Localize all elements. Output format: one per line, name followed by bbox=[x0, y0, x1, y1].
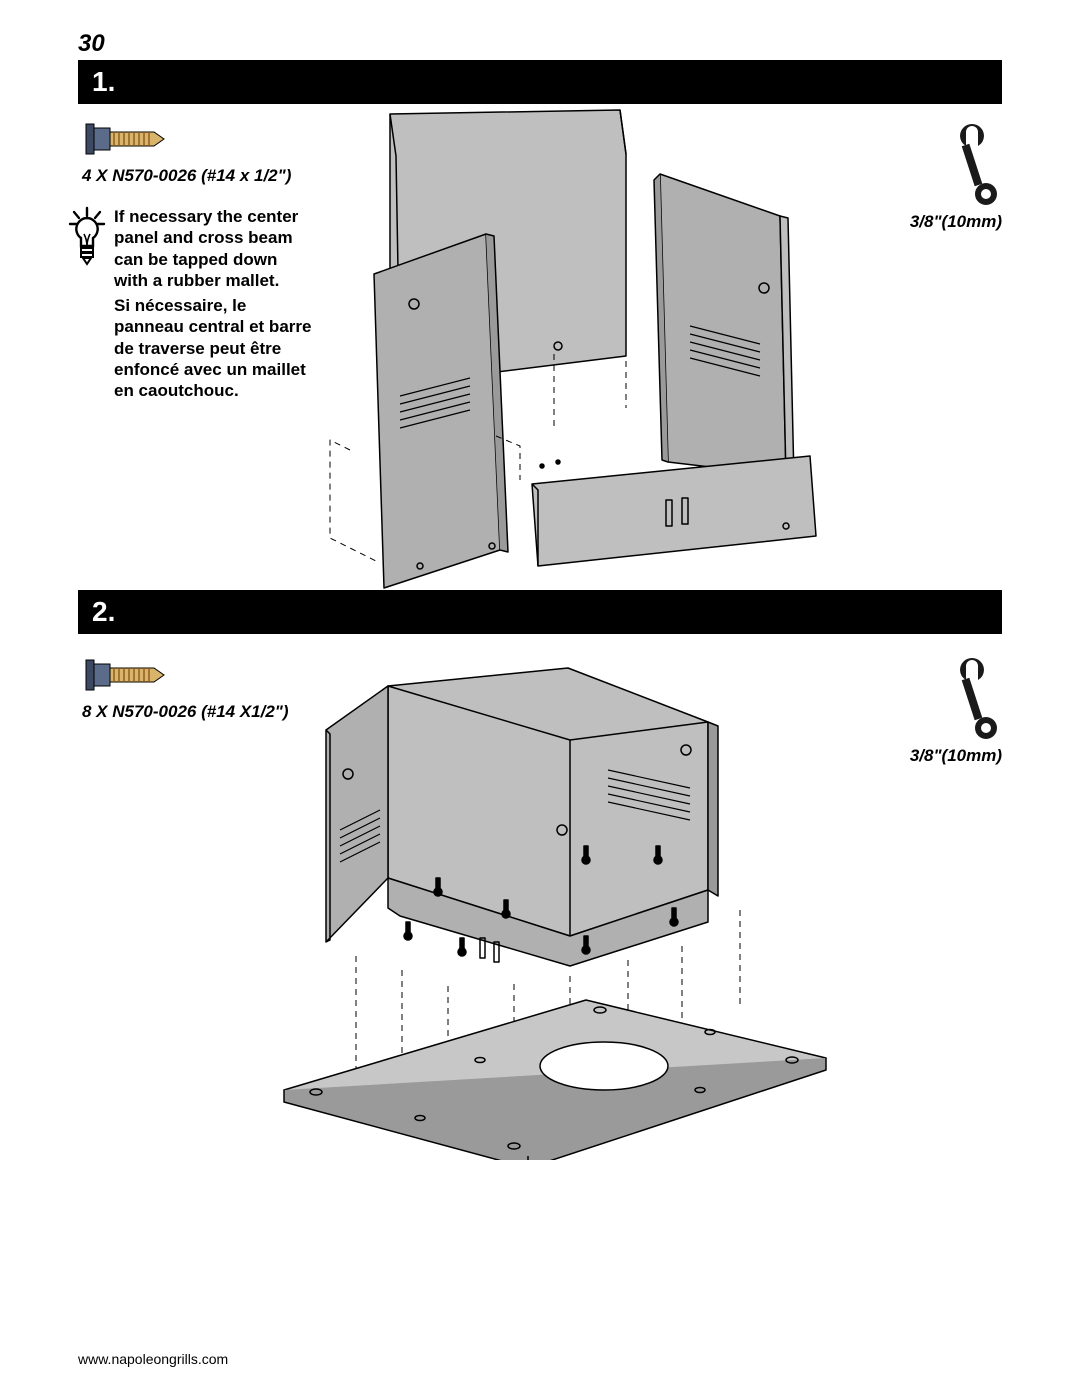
hardware-screw-step1-caption: 4 X N570-0026 (#14 x 1/2") bbox=[82, 166, 291, 186]
screw-icon bbox=[82, 118, 168, 162]
hardware-screw-step1: 4 X N570-0026 (#14 x 1/2") bbox=[82, 118, 291, 186]
screw-icon bbox=[82, 654, 168, 698]
step-1-header: 1. bbox=[78, 60, 1002, 104]
assembly-diagram-step1 bbox=[310, 106, 870, 590]
tool-wrench-step1-caption: 3/8"(10mm) bbox=[910, 212, 1002, 232]
tip-text-fr: Si nécessaire, le panneau central et bar… bbox=[114, 295, 314, 401]
tool-wrench-step2: 3/8"(10mm) bbox=[910, 654, 1002, 766]
tip-block: If necessary the center panel and cross … bbox=[68, 206, 314, 405]
wrench-icon bbox=[942, 654, 1002, 744]
hardware-screw-step2-caption: 8 X N570-0026 (#14 X1/2") bbox=[82, 702, 289, 722]
page-number: 30 bbox=[78, 30, 105, 58]
tip-text: If necessary the center panel and cross … bbox=[114, 206, 314, 405]
tool-wrench-step1: 3/8"(10mm) bbox=[910, 120, 1002, 232]
tool-wrench-step2-caption: 3/8"(10mm) bbox=[910, 746, 1002, 766]
assembly-diagram-step2 bbox=[270, 660, 840, 1160]
lightbulb-icon bbox=[68, 206, 106, 270]
step-2-header: 2. bbox=[78, 590, 1002, 634]
footer-url: www.napoleongrills.com bbox=[78, 1351, 228, 1367]
hardware-screw-step2: 8 X N570-0026 (#14 X1/2") bbox=[82, 654, 289, 722]
tip-text-en: If necessary the center panel and cross … bbox=[114, 206, 314, 291]
wrench-icon bbox=[942, 120, 1002, 210]
